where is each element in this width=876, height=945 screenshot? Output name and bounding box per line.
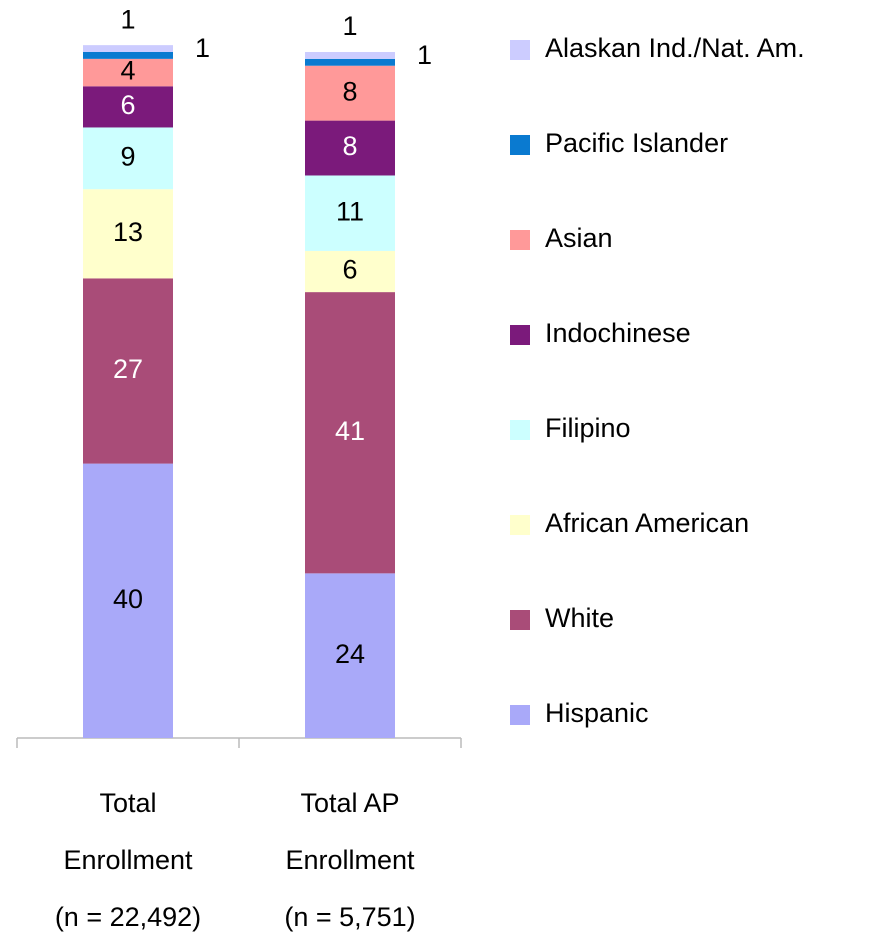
legend-label: Hispanic bbox=[545, 698, 649, 728]
data-label: 24 bbox=[335, 639, 365, 669]
legend-swatch bbox=[510, 325, 530, 345]
bar-segment bbox=[83, 58, 173, 87]
data-label: 1 bbox=[120, 4, 135, 34]
bar-segment bbox=[305, 58, 395, 66]
legend-label: Alaskan Ind./Nat. Am. bbox=[545, 33, 805, 63]
bar-segment bbox=[83, 52, 173, 59]
data-label: 40 bbox=[113, 584, 143, 614]
data-label: 1 bbox=[417, 40, 432, 70]
bar-segment bbox=[83, 278, 173, 464]
data-label: 1 bbox=[195, 33, 210, 63]
x-tick-label: (n = 22,492) bbox=[55, 902, 201, 932]
data-label: 6 bbox=[120, 90, 135, 120]
legend-swatch bbox=[510, 705, 530, 725]
legend-swatch bbox=[510, 230, 530, 250]
legend-swatch bbox=[510, 515, 530, 535]
legend-label: White bbox=[545, 603, 614, 633]
bar-segment bbox=[83, 189, 173, 279]
data-label: 41 bbox=[335, 416, 365, 446]
x-tick-label: Total AP bbox=[300, 788, 399, 818]
data-label: 9 bbox=[120, 141, 135, 171]
data-label: 13 bbox=[113, 217, 143, 247]
x-tick-label: Enrollment bbox=[63, 845, 193, 875]
bar-segment bbox=[305, 120, 395, 176]
bar-segment bbox=[83, 127, 173, 190]
data-label: 27 bbox=[113, 354, 143, 384]
data-label: 1 bbox=[342, 11, 357, 41]
legend-label: Pacific Islander bbox=[545, 128, 728, 158]
legend-label: Asian bbox=[545, 223, 613, 253]
legend-label: Filipino bbox=[545, 413, 631, 443]
x-tick-label: (n = 5,751) bbox=[284, 902, 415, 932]
legend-swatch bbox=[510, 40, 530, 60]
legend-swatch bbox=[510, 610, 530, 630]
bar-segment bbox=[305, 250, 395, 293]
x-tick-label: Total bbox=[99, 788, 156, 818]
legend-swatch bbox=[510, 420, 530, 440]
bar-segment bbox=[305, 65, 395, 121]
legend-swatch bbox=[510, 135, 530, 155]
data-label: 8 bbox=[342, 131, 357, 161]
legend-label: African American bbox=[545, 508, 749, 538]
bar-segment bbox=[305, 52, 395, 59]
data-label: 11 bbox=[336, 196, 364, 226]
legend-label: Indochinese bbox=[545, 318, 691, 348]
data-label: 8 bbox=[342, 76, 357, 106]
x-tick-label: Enrollment bbox=[285, 845, 415, 875]
data-label: 6 bbox=[342, 255, 357, 285]
bar-segment bbox=[305, 175, 395, 251]
bar-segment bbox=[83, 463, 173, 738]
bar-segment bbox=[83, 45, 173, 52]
data-label: 4 bbox=[120, 56, 135, 86]
bar-segment bbox=[305, 573, 395, 738]
bar-segment bbox=[305, 292, 395, 574]
bar-segment bbox=[83, 86, 173, 128]
